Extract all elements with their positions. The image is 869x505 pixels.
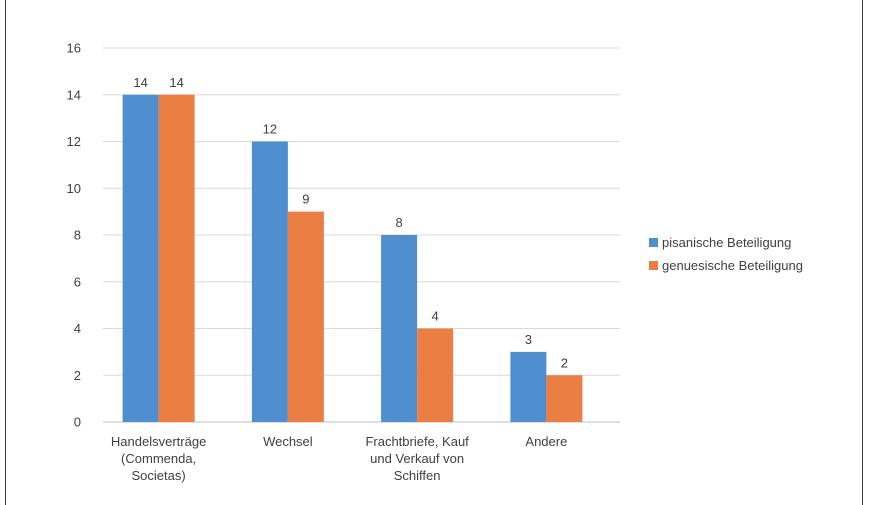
bar-pisanische	[381, 235, 418, 422]
y-tick-label: 10	[67, 181, 81, 196]
data-label: 8	[396, 215, 403, 230]
data-label: 12	[263, 122, 277, 137]
x-category-label: (Commenda,	[121, 451, 196, 466]
x-category-label: Handelsverträge	[111, 434, 206, 449]
x-axis-categories: Handelsverträge (Commenda, Societas) Wechse…	[111, 434, 567, 483]
x-category-label: Frachtbriefe, Kauf	[365, 434, 469, 449]
bars	[122, 94, 583, 422]
legend-swatch-genuesische	[649, 261, 658, 270]
bar-genuesische	[546, 375, 583, 422]
bar-chart: 0 2 4 6 8 10 12 14 16 14 14 12 9 8 4 3 2 Handelsverträg…	[67, 41, 803, 484]
bar-genuesische	[417, 328, 454, 422]
bar-pisanische	[251, 141, 288, 422]
legend-label: pisanische Beteiligung	[662, 235, 791, 250]
x-category-label: und Verkauf von	[370, 451, 464, 466]
legend: pisanische Beteiligung genuesische Beteil…	[649, 235, 803, 273]
x-category-label: Schiffen	[394, 468, 441, 483]
bar-genuesische	[287, 211, 324, 422]
y-tick-label: 0	[74, 415, 81, 430]
y-tick-label: 12	[67, 134, 81, 149]
bar-pisanische	[510, 351, 547, 422]
y-tick-label: 8	[74, 228, 81, 243]
x-category-label: Societas)	[132, 468, 186, 483]
legend-swatch-pisanische	[649, 238, 658, 247]
legend-label: genuesische Beteiligung	[662, 258, 803, 273]
y-tick-label: 14	[67, 87, 81, 102]
y-tick-label: 16	[67, 41, 81, 56]
x-category-label: Wechsel	[263, 434, 313, 449]
data-label: 14	[169, 75, 183, 90]
x-category-label: Andere	[525, 434, 567, 449]
data-label: 3	[525, 332, 532, 347]
y-tick-label: 2	[74, 368, 81, 383]
data-label: 14	[133, 75, 147, 90]
chart-frame: 0 2 4 6 8 10 12 14 16 14 14 12 9 8 4 3 2 Handelsverträg…	[5, 0, 863, 505]
data-label: 4	[432, 309, 439, 324]
bar-genuesische	[158, 94, 195, 422]
bar-pisanische	[122, 94, 159, 422]
y-tick-label: 4	[74, 321, 81, 336]
y-tick-label: 6	[74, 274, 81, 289]
data-labels: 14 14 12 9 8 4 3 2	[133, 75, 568, 371]
data-label: 9	[302, 192, 309, 207]
y-axis-ticks: 0 2 4 6 8 10 12 14 16	[67, 41, 81, 430]
data-label: 2	[561, 355, 568, 370]
